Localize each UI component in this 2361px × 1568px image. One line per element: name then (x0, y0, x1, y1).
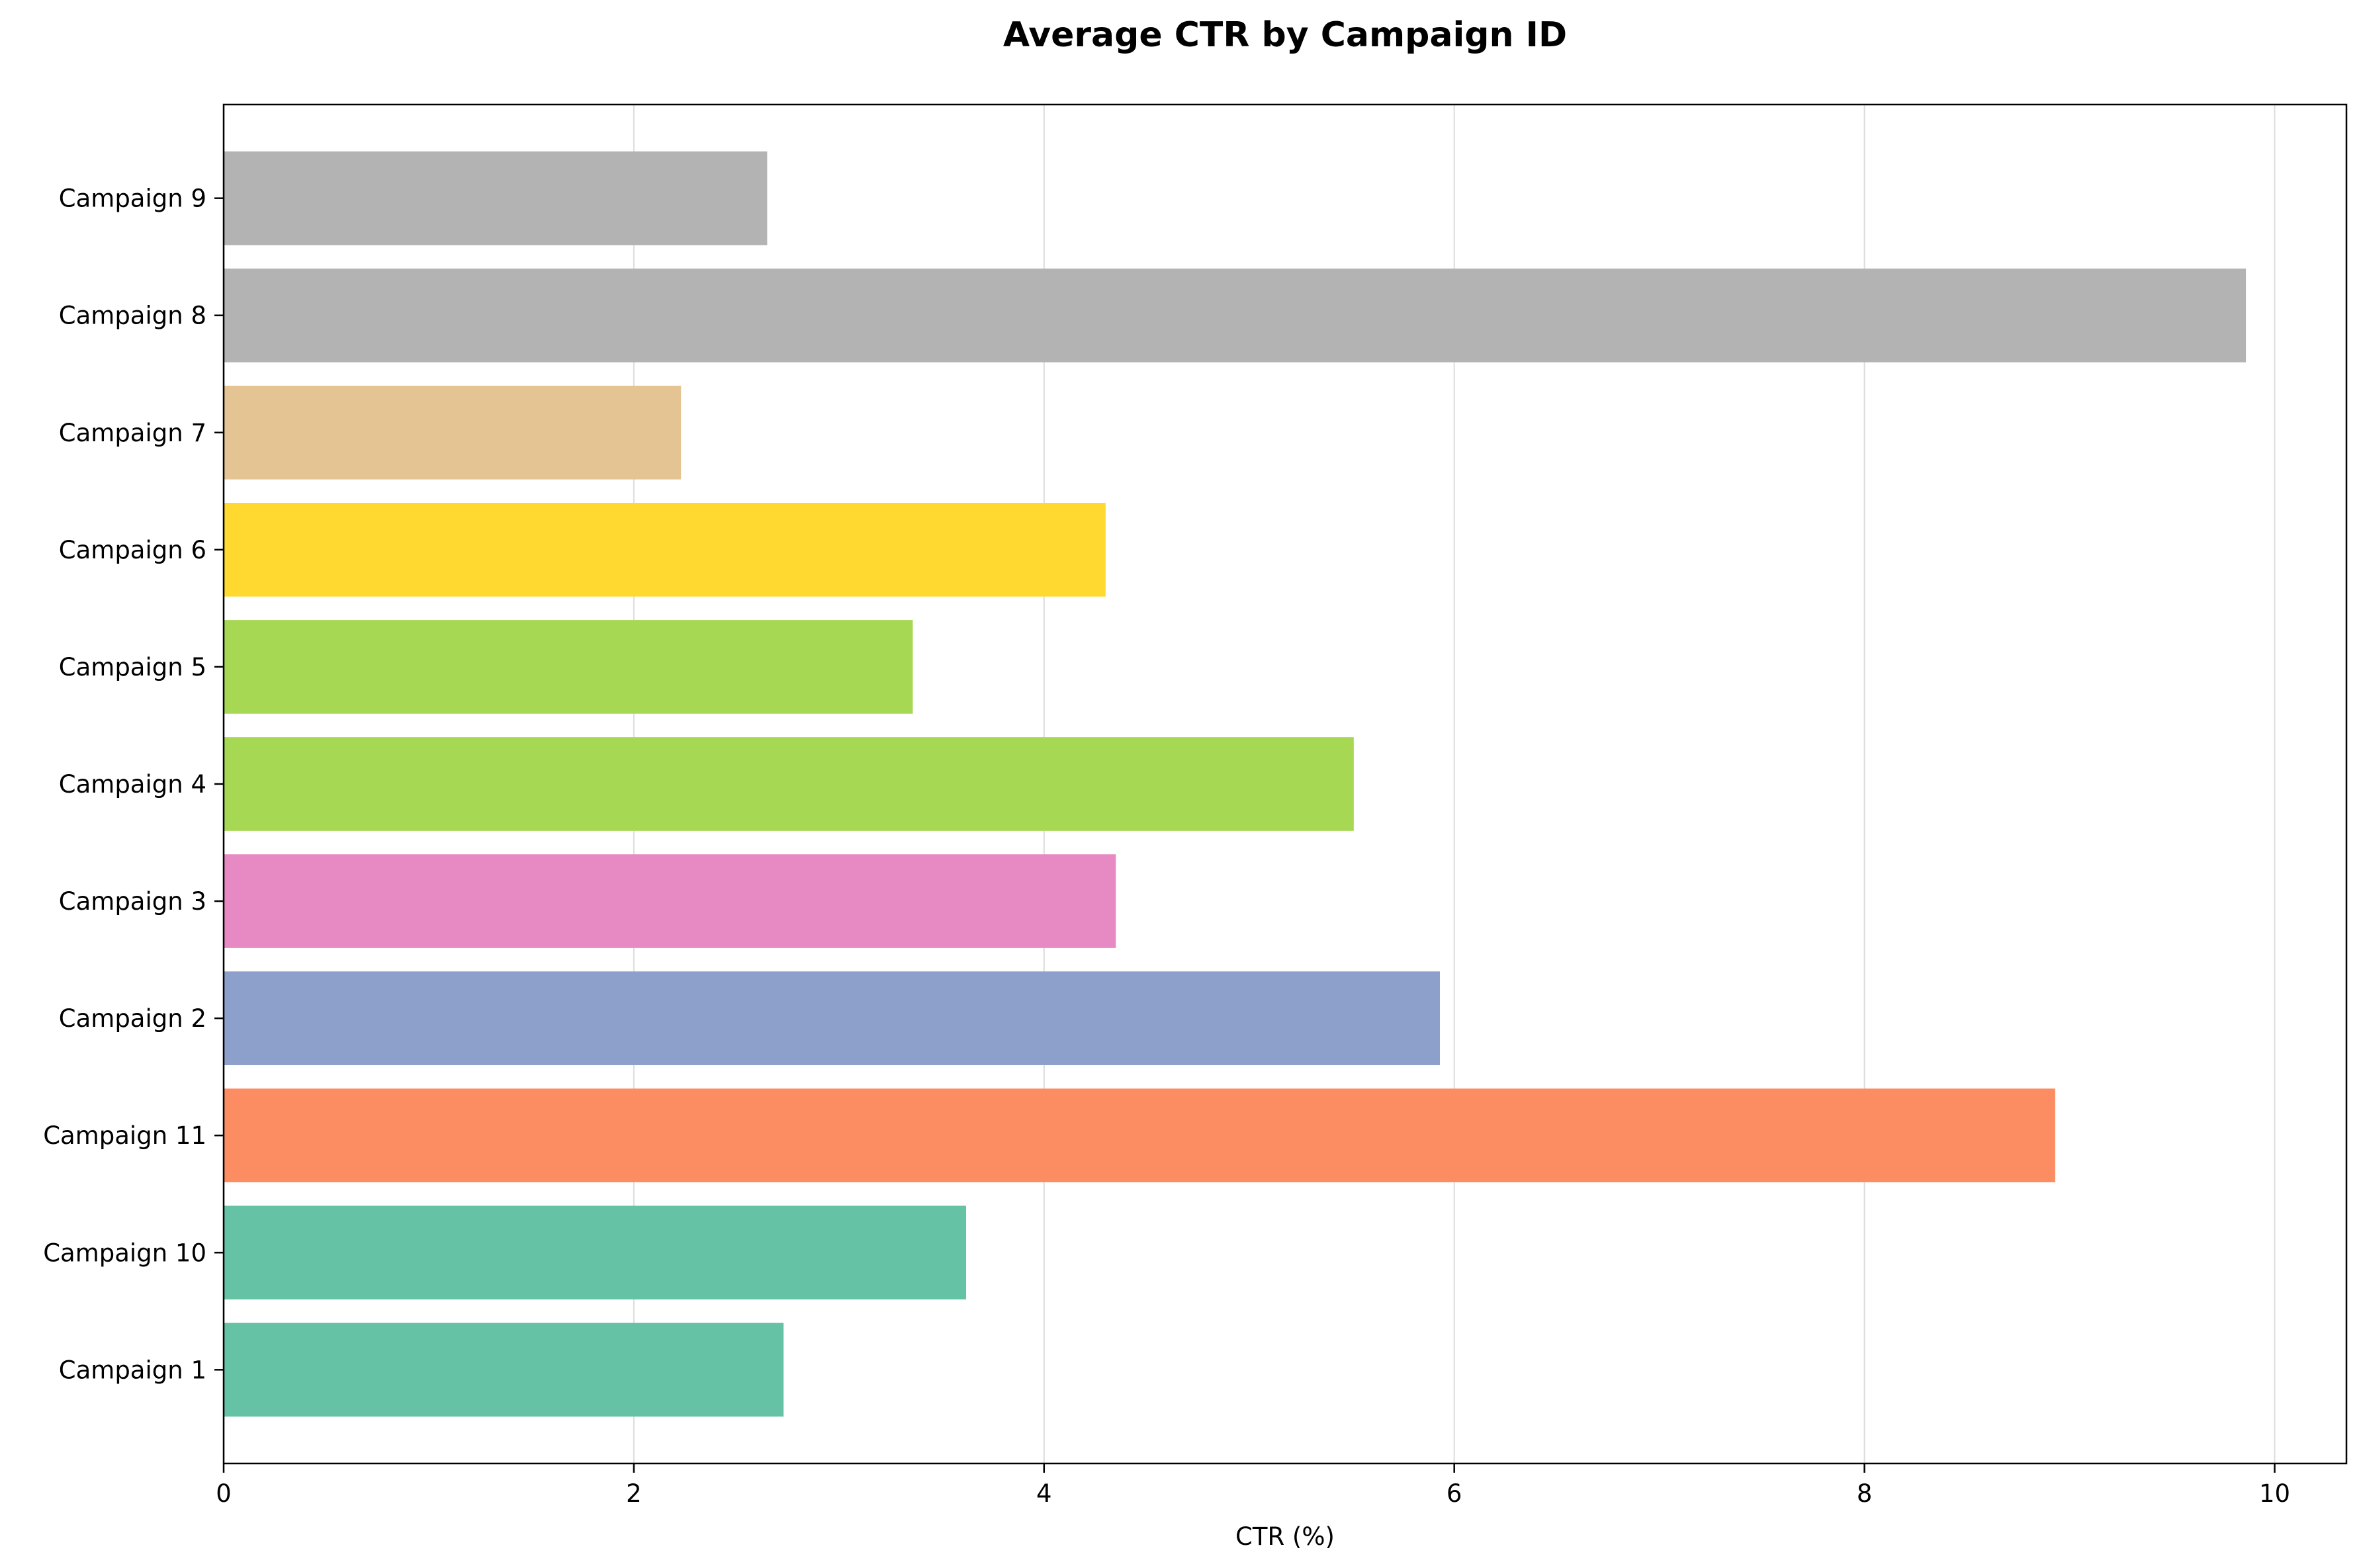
bar (224, 737, 1354, 831)
bar (224, 620, 913, 714)
bar (224, 1088, 2055, 1183)
y-tick-label: Campaign 9 (59, 185, 206, 213)
y-tick-label: Campaign 1 (59, 1356, 206, 1384)
x-tick-label: 8 (1857, 1479, 1873, 1508)
bars (224, 151, 2247, 1417)
x-tick-label: 0 (216, 1479, 232, 1508)
x-axis-label: CTR (%) (1235, 1522, 1335, 1551)
y-tick-label: Campaign 3 (59, 887, 206, 916)
y-tick-label: Campaign 6 (59, 536, 206, 564)
y-tick-label: Campaign 11 (43, 1121, 206, 1150)
y-tick-label: Campaign 8 (59, 302, 206, 330)
chart-title: Average CTR by Campaign ID (1003, 15, 1567, 55)
y-tick-label: Campaign 2 (59, 1004, 206, 1033)
y-tick-label: Campaign 4 (59, 770, 206, 799)
bar (224, 854, 1116, 948)
y-tick-label: Campaign 7 (59, 419, 206, 447)
x-tick-label: 6 (1447, 1479, 1462, 1508)
bar (224, 151, 768, 245)
y-tick-label: Campaign 5 (59, 653, 206, 681)
bar (224, 503, 1106, 597)
y-tick-label: Campaign 10 (43, 1239, 206, 1267)
bar (224, 385, 682, 480)
bar (224, 1205, 967, 1300)
bar (224, 971, 1441, 1065)
bar (224, 268, 2247, 363)
x-tick-label: 10 (2259, 1479, 2290, 1508)
x-tick-label: 2 (626, 1479, 642, 1508)
x-tick-label: 4 (1036, 1479, 1052, 1508)
bar (224, 1323, 784, 1417)
axis-ticks: 0 2 4 6 8 10 Campaign 1 Campaign 10 Campaign 11 C… (43, 185, 2290, 1508)
